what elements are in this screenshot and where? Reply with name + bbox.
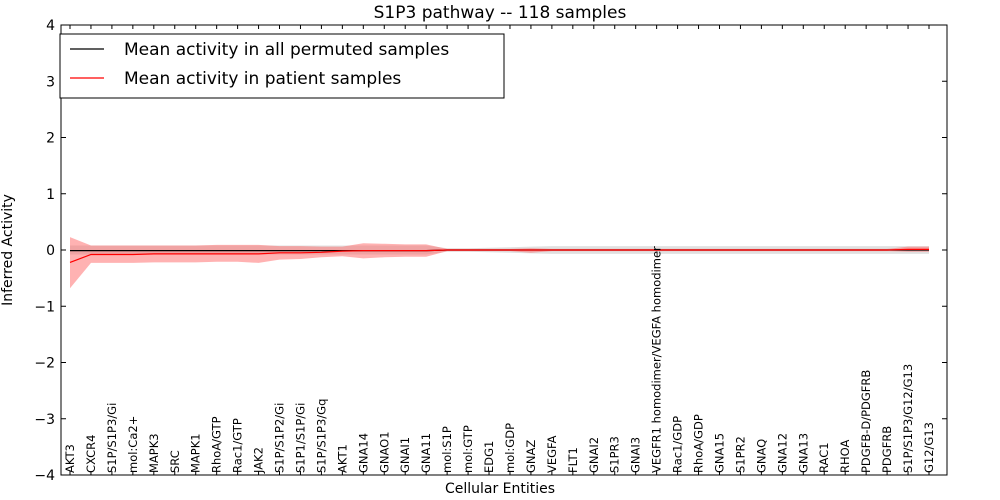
x-tick-label: VEGFR1 homodimer/VEGFA homodimer xyxy=(650,246,664,473)
x-tick-label: GNAQ xyxy=(754,439,768,473)
x-tick-label: mol:S1P xyxy=(440,426,454,473)
y-tick-label: −2 xyxy=(34,356,55,372)
x-tick-label: G12/G13 xyxy=(922,422,936,473)
y-tick-label: 3 xyxy=(46,74,55,90)
y-tick-label: −3 xyxy=(34,412,55,428)
x-tick-label: PDGFRB xyxy=(880,426,894,473)
x-tick-label: RhoA/GDP xyxy=(692,414,706,473)
band-patient xyxy=(70,237,929,289)
y-axis-label: Inferred Activity xyxy=(0,194,16,306)
x-tick-label: FLT1 xyxy=(566,447,580,473)
x-tick-label: S1P/S1P3/Gq xyxy=(314,399,328,473)
x-tick-label: GNA15 xyxy=(713,433,727,473)
legend: Mean activity in all permuted samples Me… xyxy=(59,33,505,99)
x-tick-label: S1PR3 xyxy=(608,436,622,473)
y-axis: −4 −3 −2 −1 0 1 2 3 4 xyxy=(34,18,947,484)
x-tick-label: mol:GDP xyxy=(503,423,517,473)
x-tick-label: mol:Ca2+ xyxy=(126,416,140,473)
x-tick-label: VEGFA xyxy=(545,435,559,473)
series-line-patient xyxy=(69,248,929,263)
x-tick-label: GNAZ xyxy=(524,440,538,473)
x-tick-label: S1P/S1P3/G12/G13 xyxy=(901,364,915,473)
legend-label-patient: Mean activity in patient samples xyxy=(124,69,401,89)
x-tick-label: GNA13 xyxy=(796,433,810,473)
x-tick-label: Rac1/GTP xyxy=(231,418,245,473)
x-tick-label: S1P/S1P3/Gi xyxy=(105,403,119,473)
x-tick-label: CXCR4 xyxy=(84,435,98,473)
x-tick-label: MAPK3 xyxy=(147,433,161,473)
legend-label-permuted: Mean activity in all permuted samples xyxy=(124,40,449,60)
x-tick-label: JAK2 xyxy=(252,447,266,474)
y-tick-label: 4 xyxy=(46,18,55,34)
x-tick-label: GNAI1 xyxy=(398,437,412,473)
x-tick-label: S1PR2 xyxy=(733,436,747,473)
band-layer xyxy=(70,237,929,289)
x-tick-label: AKT3 xyxy=(63,444,77,473)
x-tick-label: GNAI3 xyxy=(629,437,643,473)
line-layer xyxy=(69,248,929,263)
x-tick-label: AKT1 xyxy=(335,444,349,473)
x-tick-label: RAC1 xyxy=(817,442,831,473)
y-tick-label: 0 xyxy=(46,243,55,259)
y-tick-label: −1 xyxy=(34,299,55,315)
x-axis: AKT3 CXCR4 S1P/S1P3/Gi mol:Ca2+ MAPK3 SRC MAPK… xyxy=(63,25,936,475)
x-tick-label: GNA11 xyxy=(419,433,433,473)
x-tick-label: mol:GTP xyxy=(461,425,475,473)
y-tick-label: 1 xyxy=(46,187,55,203)
x-tick-label: PDGFB-D/PDGFRB xyxy=(859,370,873,473)
x-tick-label: Rac1/GDP xyxy=(671,416,685,473)
x-tick-label: SRC xyxy=(168,450,182,473)
legend-box xyxy=(59,33,505,99)
x-tick-label: S1P/S1P2/Gi xyxy=(273,403,287,473)
y-tick-label: 2 xyxy=(46,131,55,147)
x-tick-label: RHOA xyxy=(838,440,852,473)
y-tick-label: −4 xyxy=(34,468,55,484)
x-tick-label: EDG1 xyxy=(482,441,496,473)
x-tick-label: S1P1/S1P/Gi xyxy=(294,403,308,473)
x-axis-label: Cellular Entities xyxy=(445,481,555,497)
x-tick-label: GNA14 xyxy=(356,433,370,473)
x-tick-label: GNAI2 xyxy=(587,437,601,473)
chart-title: S1P3 pathway -- 118 samples xyxy=(374,3,627,23)
x-tick-label: RhoA/GTP xyxy=(210,416,224,473)
x-tick-label: MAPK1 xyxy=(189,433,203,473)
x-tick-label: GNAO1 xyxy=(377,431,391,473)
x-tick-label: GNA12 xyxy=(775,433,789,473)
